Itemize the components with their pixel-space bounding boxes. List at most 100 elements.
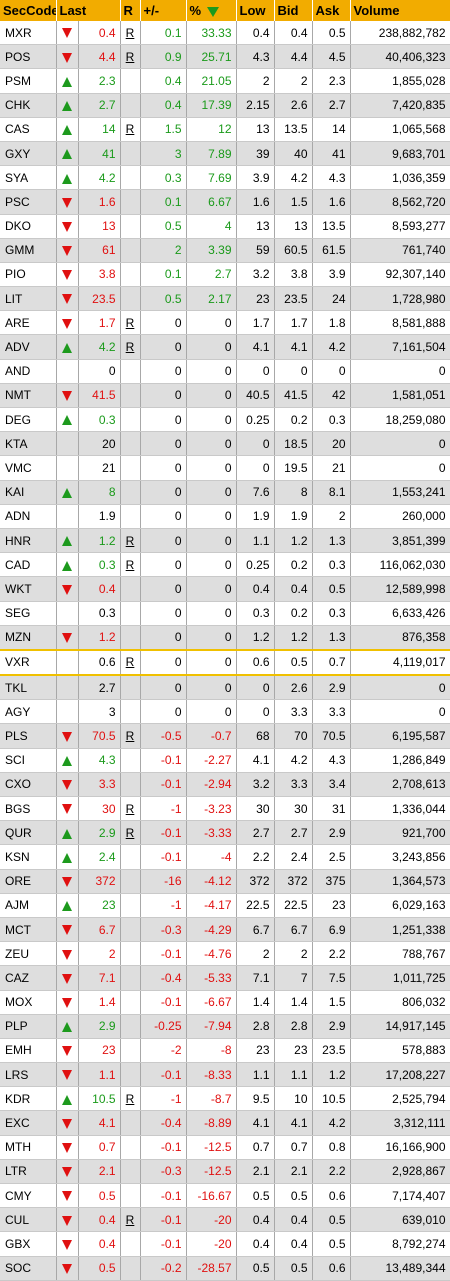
column-header-bid[interactable]: Bid: [274, 0, 313, 21]
low-cell: 39: [236, 141, 275, 167]
table-row[interactable]: PLS 70.5 R -0.5 -0.7 68 70 70.5 6,195,587: [0, 723, 450, 749]
volume-cell: 8,792,274: [350, 1231, 450, 1257]
sec-code-cell: POS: [0, 44, 57, 70]
table-row[interactable]: SOC 0.5 -0.2 -28.57 0.5 0.5 0.6 13,489,344: [0, 1256, 450, 1281]
table-row[interactable]: PLP 2.9 -0.25 -7.94 2.8 2.8 2.9 14,917,145: [0, 1014, 450, 1039]
table-row[interactable]: BGS 30 R -1 -3.23 30 30 31 1,336,044: [0, 796, 450, 822]
percent-change-cell: 0: [186, 675, 237, 701]
r-flag-cell: [120, 93, 141, 118]
volume-cell: 6,195,587: [350, 723, 450, 749]
sec-code-cell: PLP: [0, 1014, 57, 1039]
table-row[interactable]: EMH 23 -2 -8 23 23 23.5 578,883: [0, 1038, 450, 1064]
table-row[interactable]: LRS 1.1 -0.1 -8.33 1.1 1.1 1.2 17,208,227: [0, 1062, 450, 1088]
direction-cell: [56, 601, 79, 626]
table-row[interactable]: LIT 23.5 0.5 2.17 23 23.5 24 1,728,980: [0, 286, 450, 312]
table-row[interactable]: PSM 2.3 0.4 21.05 2 2 2.3 1,855,028: [0, 68, 450, 94]
r-flag-cell: [120, 262, 141, 288]
low-cell: 0: [236, 455, 275, 481]
sec-code-cell: MOX: [0, 990, 57, 1015]
table-row[interactable]: AJM 23 -1 -4.17 22.5 22.5 23 6,029,163: [0, 893, 450, 918]
table-row[interactable]: CAD 0.3 R 0 0 0.25 0.2 0.3 116,062,030: [0, 552, 450, 578]
table-row[interactable]: MCT 6.7 -0.3 -4.29 6.7 6.7 6.9 1,251,338: [0, 917, 450, 943]
bid-cell: 2: [274, 68, 313, 94]
table-row[interactable]: KSN 2.4 -0.1 -4 2.2 2.4 2.5 3,243,856: [0, 844, 450, 870]
table-row[interactable]: AND 0 0 0 0 0 0 0: [0, 359, 450, 384]
change-cell: 0: [140, 383, 187, 409]
table-row[interactable]: ZEU 2 -0.1 -4.76 2 2 2.2 788,767: [0, 941, 450, 967]
r-flag-cell: [120, 238, 141, 263]
sec-code-cell: VXR: [0, 648, 57, 677]
table-row[interactable]: HNR 1.2 R 0 0 1.1 1.2 1.3 3,851,399: [0, 528, 450, 554]
bid-cell: 4.4: [274, 44, 313, 70]
percent-change-cell: 0: [186, 359, 237, 384]
sec-code-cell: HNR: [0, 528, 57, 554]
percent-change-cell: -4: [186, 844, 237, 870]
table-row[interactable]: KAI 8 0 0 7.6 8 8.1 1,553,241: [0, 480, 450, 505]
bid-cell: 3.3: [274, 772, 313, 798]
table-row[interactable]: ARE 1.7 R 0 0 1.7 1.7 1.8 8,581,888: [0, 310, 450, 336]
r-flag-cell: R: [120, 820, 141, 846]
table-row[interactable]: LTR 2.1 -0.3 -12.5 2.1 2.1 2.2 2,928,867: [0, 1159, 450, 1185]
last-price-cell: 23: [78, 893, 121, 918]
table-row[interactable]: SEG 0.3 0 0 0.3 0.2 0.3 6,633,426: [0, 601, 450, 626]
table-row[interactable]: CXO 3.3 -0.1 -2.94 3.2 3.3 3.4 2,708,613: [0, 772, 450, 798]
table-row[interactable]: MXR 0.4 R 0.1 33.33 0.4 0.4 0.5 238,882,782: [0, 21, 450, 46]
low-cell: 68: [236, 723, 275, 749]
table-row[interactable]: MOX 1.4 -0.1 -6.67 1.4 1.4 1.5 806,032: [0, 990, 450, 1015]
column-header-low[interactable]: Low: [236, 0, 275, 21]
table-row[interactable]: WKT 0.4 0 0 0.4 0.4 0.5 12,589,998: [0, 576, 450, 602]
table-row[interactable]: GMM 61 2 3.39 59 60.5 61.5 761,740: [0, 238, 450, 263]
table-row[interactable]: CAZ 7.1 -0.4 -5.33 7.1 7 7.5 1,011,725: [0, 965, 450, 991]
table-row[interactable]: MTH 0.7 -0.1 -12.5 0.7 0.7 0.8 16,166,900: [0, 1135, 450, 1160]
table-row[interactable]: CUL 0.4 R -0.1 -20 0.4 0.4 0.5 639,010: [0, 1207, 450, 1233]
table-row[interactable]: CMY 0.5 -0.1 -16.67 0.5 0.5 0.6 7,174,407: [0, 1183, 450, 1209]
table-row[interactable]: ADN 1.9 0 0 1.9 1.9 2 260,000: [0, 504, 450, 529]
last-price-cell: 0.6: [78, 648, 121, 677]
table-row[interactable]: CHK 2.7 0.4 17.39 2.15 2.6 2.7 7,420,835: [0, 93, 450, 118]
sec-code-cell: MXR: [0, 21, 57, 46]
column-header-change[interactable]: +/-: [140, 0, 187, 21]
column-header-r[interactable]: R: [120, 0, 141, 21]
column-header-volume[interactable]: Volume: [350, 0, 450, 21]
percent-change-cell: -16.67: [186, 1183, 237, 1209]
table-row[interactable]: ORE 372 -16 -4.12 372 372 375 1,364,573: [0, 869, 450, 894]
table-row[interactable]: MZN 1.2 0 0 1.2 1.2 1.3 876,358: [0, 625, 450, 651]
change-cell: 0: [140, 310, 187, 336]
table-row[interactable]: ADV 4.2 R 0 0 4.1 4.1 4.2 7,161,504: [0, 334, 450, 360]
table-row[interactable]: DEG 0.3 0 0 0.25 0.2 0.3 18,259,080: [0, 407, 450, 433]
ask-cell: 24: [312, 286, 351, 312]
column-header-ask[interactable]: Ask: [312, 0, 351, 21]
table-row[interactable]: AGY 3 0 0 0 3.3 3.3 0: [0, 699, 450, 725]
table-row[interactable]: VMC 21 0 0 0 19.5 21 0: [0, 455, 450, 481]
percent-change-cell: 21.05: [186, 68, 237, 94]
table-row[interactable]: SYA 4.2 0.3 7.69 3.9 4.2 4.3 1,036,359: [0, 165, 450, 191]
volume-cell: 6,029,163: [350, 893, 450, 918]
table-row[interactable]: VXR 0.6 R 0 0 0.6 0.5 0.7 4,119,017: [0, 648, 450, 677]
sec-code-cell: DKO: [0, 214, 57, 239]
table-row[interactable]: NMT 41.5 0 0 40.5 41.5 42 1,581,051: [0, 383, 450, 409]
table-row[interactable]: GBX 0.4 -0.1 -20 0.4 0.4 0.5 8,792,274: [0, 1231, 450, 1257]
ask-cell: 8.1: [312, 480, 351, 505]
table-row[interactable]: DKO 13 0.5 4 13 13 13.5 8,593,277: [0, 214, 450, 239]
table-row[interactable]: KDR 10.5 R -1 -8.7 9.5 10 10.5 2,525,794: [0, 1086, 450, 1112]
bid-cell: 0.4: [274, 576, 313, 602]
table-row[interactable]: CAS 14 R 1.5 12 13 13.5 14 1,065,568: [0, 117, 450, 142]
r-flag-cell: [120, 748, 141, 773]
column-header-seccode[interactable]: SecCode: [0, 0, 57, 21]
triangle-down-icon: [62, 1215, 72, 1226]
table-row[interactable]: POS 4.4 R 0.9 25.71 4.3 4.4 4.5 40,406,323: [0, 44, 450, 70]
low-cell: 372: [236, 869, 275, 894]
triangle-down-icon: [62, 28, 72, 39]
column-header-last[interactable]: Last: [56, 0, 121, 21]
change-cell: 1.5: [140, 117, 187, 142]
table-row[interactable]: QUR 2.9 R -0.1 -3.33 2.7 2.7 2.9 921,700: [0, 820, 450, 846]
table-row[interactable]: KTA 20 0 0 0 18.5 20 0: [0, 431, 450, 457]
table-row[interactable]: EXC 4.1 -0.4 -8.89 4.1 4.1 4.2 3,312,111: [0, 1110, 450, 1136]
column-header-pct[interactable]: %: [186, 0, 237, 21]
table-row[interactable]: SCI 4.3 -0.1 -2.27 4.1 4.2 4.3 1,286,849: [0, 748, 450, 773]
table-row[interactable]: TKL 2.7 0 0 0 2.6 2.9 0: [0, 675, 450, 701]
table-row[interactable]: PSC 1.6 0.1 6.67 1.6 1.5 1.6 8,562,720: [0, 189, 450, 215]
table-row[interactable]: GXY 41 3 7.89 39 40 41 9,683,701: [0, 141, 450, 167]
direction-cell: [56, 552, 79, 578]
table-row[interactable]: PIO 3.8 0.1 2.7 3.2 3.8 3.9 92,307,140: [0, 262, 450, 288]
